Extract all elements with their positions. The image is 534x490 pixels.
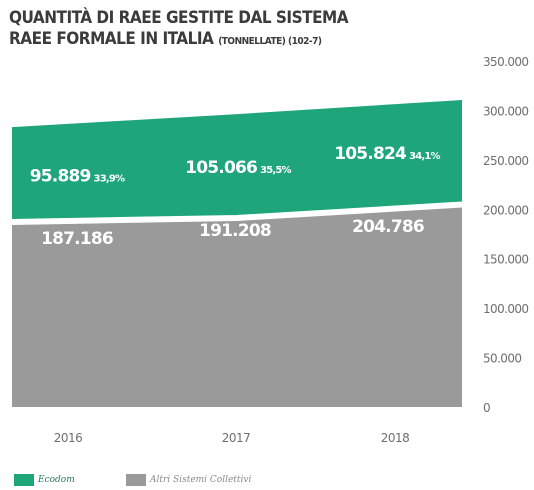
area-ecodom [12, 99, 462, 222]
chart-title-unit: (TONNELLATE) (102-7) [218, 36, 322, 47]
chart-title: QUANTITÀ DI RAEE GESTITE DAL SISTEMA RAE… [9, 8, 479, 52]
chart-title-line1: QUANTITÀ DI RAEE GESTITE DAL SISTEMA [9, 8, 349, 28]
x-tick-label: 2016 [54, 431, 83, 445]
legend-item-ecodom: Ecodom [14, 474, 75, 486]
value-label-altri: 204.786 [352, 217, 424, 237]
area-separator [11, 201, 463, 225]
y-tick-label: 300.000 [483, 104, 528, 118]
legend-item-altri: Altri Sistemi Collettivi [126, 474, 251, 486]
legend-label-altri: Altri Sistemi Collettivi [150, 475, 252, 485]
y-tick-label: 100.000 [483, 302, 528, 316]
value-label-altri: 187.186 [41, 229, 113, 249]
y-tick-label: 50.000 [483, 352, 521, 366]
legend-swatch-altri [126, 474, 146, 486]
legend-swatch-ecodom [14, 474, 34, 486]
y-tick-label: 250.000 [483, 154, 528, 168]
legend: Ecodom Altri Sistemi Collettivi [0, 470, 534, 490]
value-label-altri: 191.208 [199, 221, 271, 241]
x-tick-label: 2018 [381, 431, 410, 445]
legend-label-ecodom: Ecodom [38, 475, 75, 485]
area-altri-sistemi [12, 204, 462, 407]
x-tick-label: 2017 [222, 431, 251, 445]
value-label-ecodom: 105.066 35,5% [185, 158, 291, 178]
chart-title-line2: RAEE FORMALE IN ITALIA (TONNELLATE) (102… [9, 29, 479, 52]
value-label-ecodom: 95.889 33,9% [30, 167, 125, 187]
y-tick-label: 150.000 [483, 253, 528, 267]
chart-title-line2-main: RAEE FORMALE IN ITALIA [9, 29, 214, 49]
y-tick-label: 0 [483, 401, 490, 415]
value-label-ecodom: 105.824 34,1% [334, 144, 440, 164]
y-tick-label: 200.000 [483, 203, 528, 217]
y-tick-label: 350.000 [483, 55, 528, 69]
